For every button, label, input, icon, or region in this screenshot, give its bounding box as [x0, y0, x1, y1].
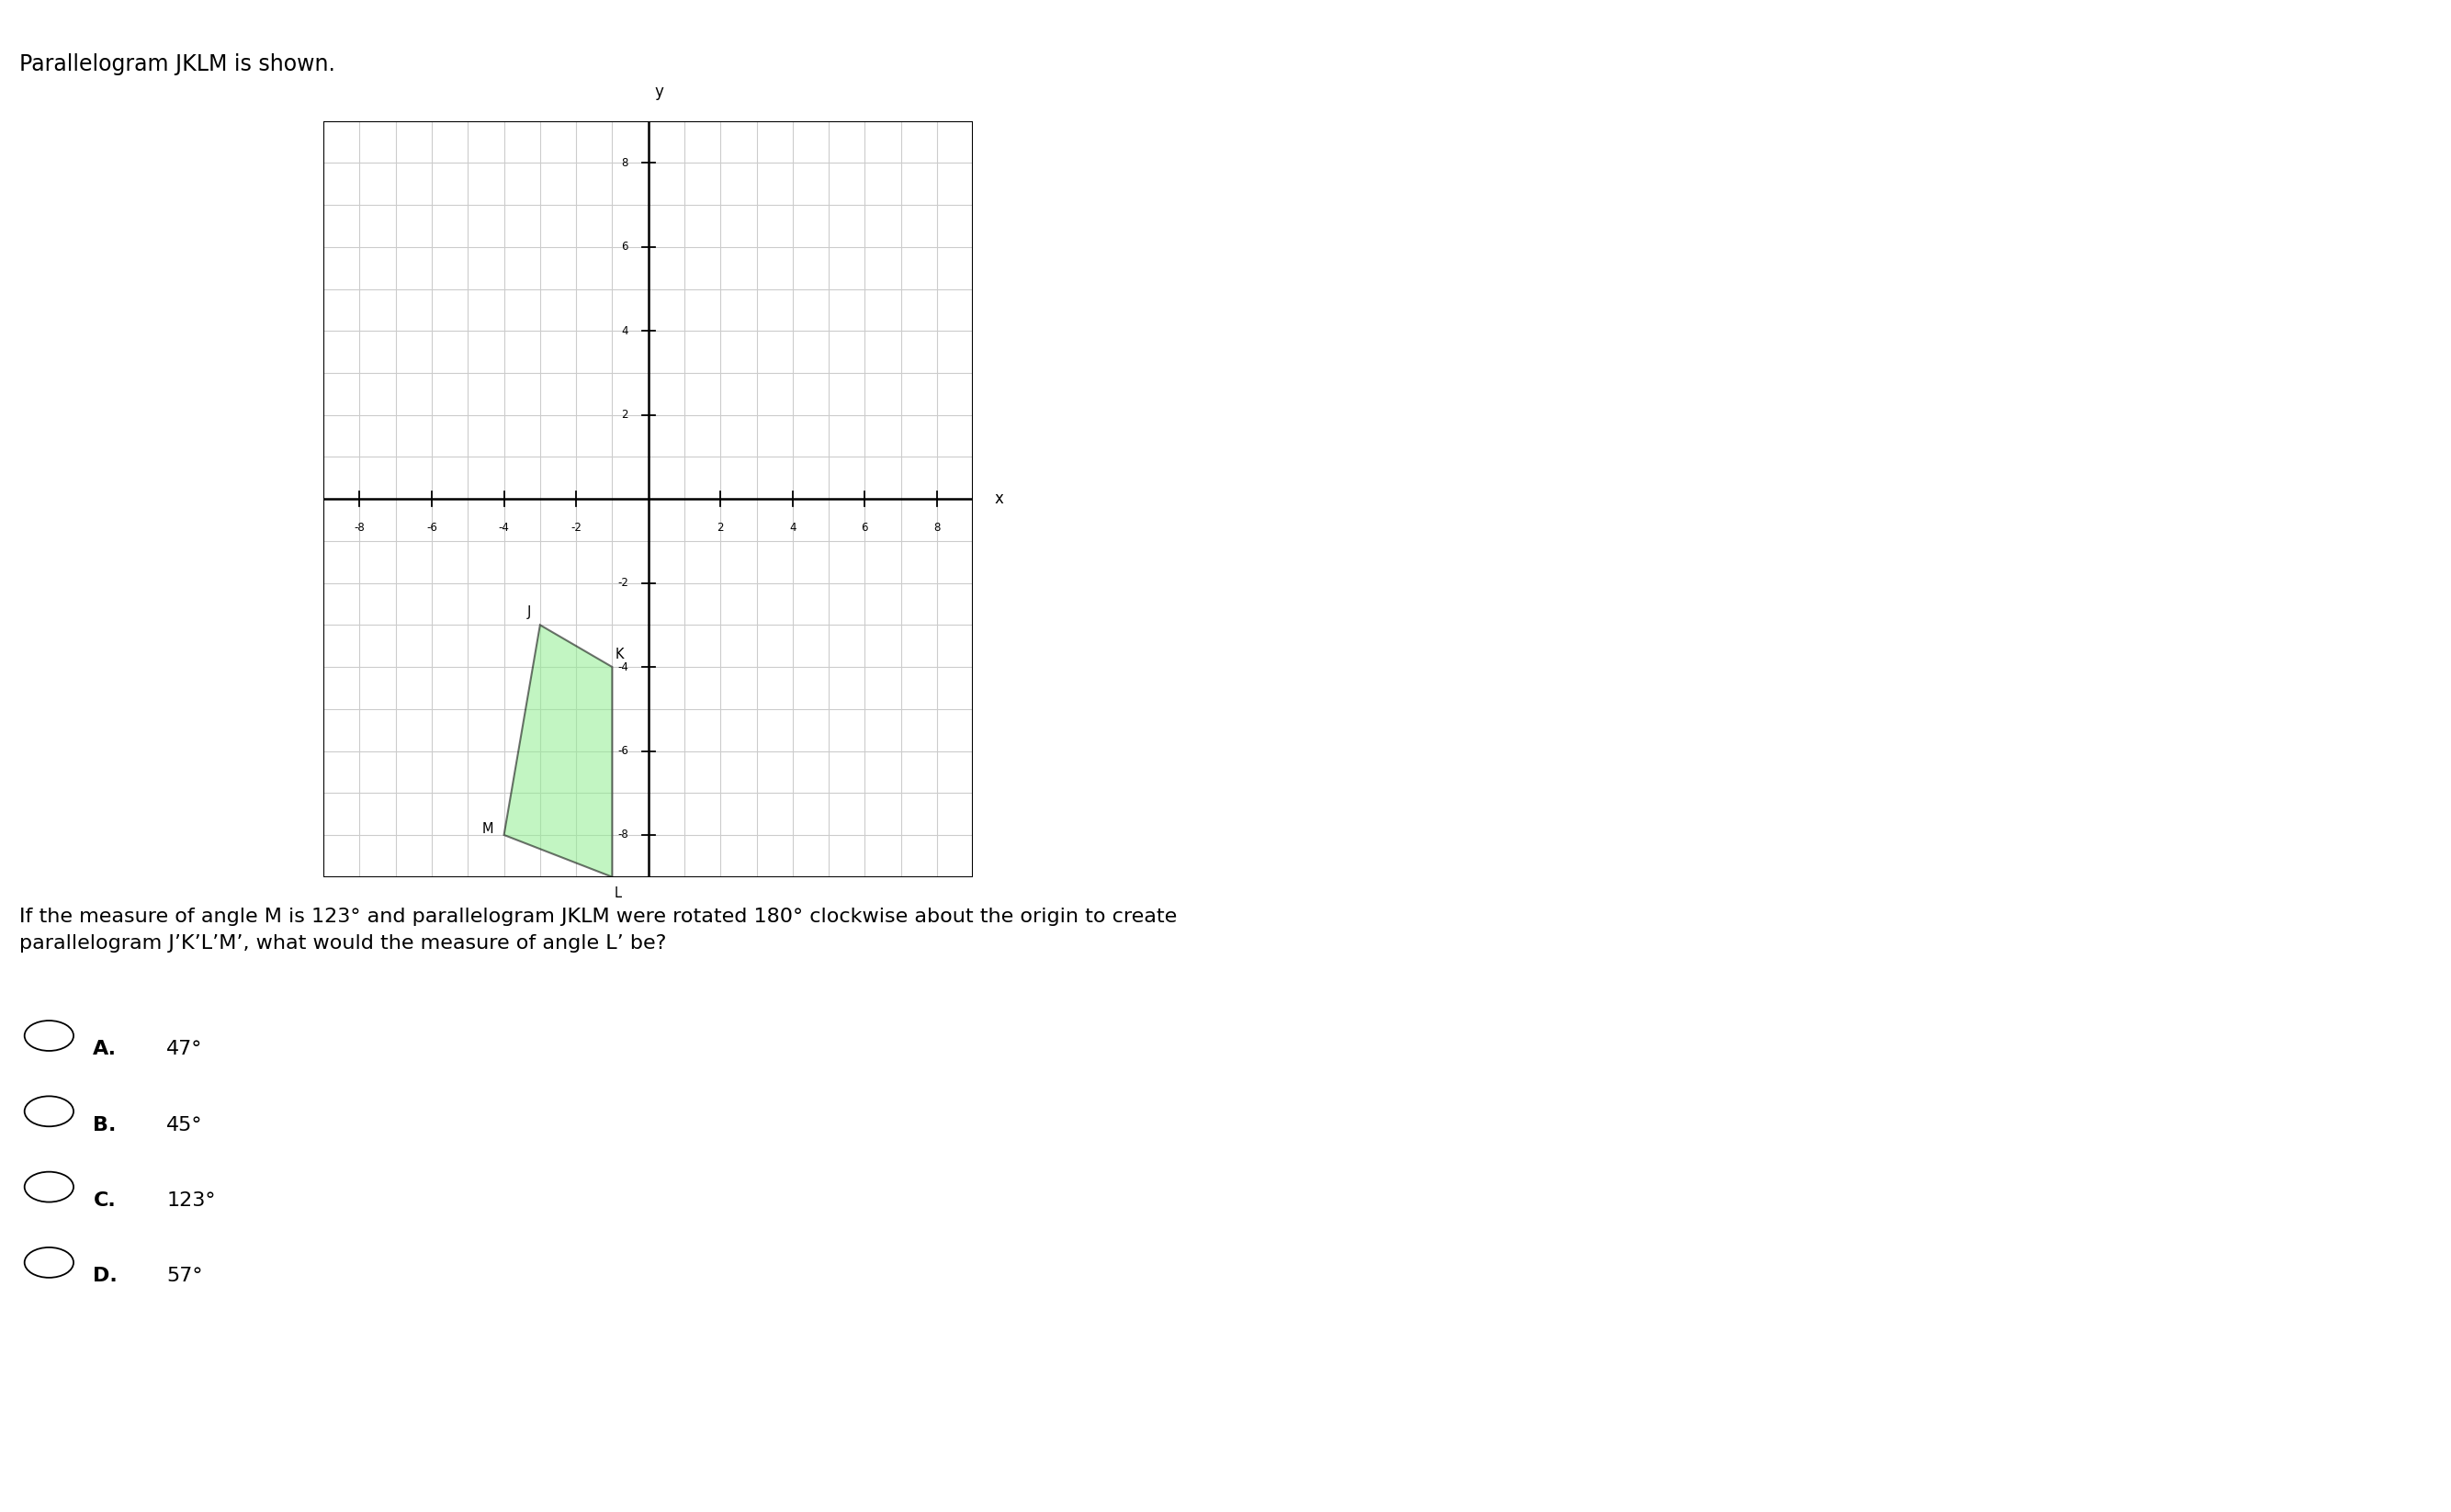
Text: 45°: 45° [167, 1116, 203, 1134]
Text: 123°: 123° [167, 1191, 216, 1210]
Text: A.: A. [93, 1040, 118, 1058]
Text: -6: -6 [618, 745, 627, 758]
Text: -8: -8 [618, 829, 627, 841]
Polygon shape [505, 624, 613, 877]
Text: x: x [995, 491, 1005, 507]
Text: C.: C. [93, 1191, 115, 1210]
Text: 6: 6 [623, 240, 627, 253]
Text: -2: -2 [618, 578, 627, 590]
Text: -2: -2 [571, 522, 581, 534]
Text: 47°: 47° [167, 1040, 203, 1058]
Text: -4: -4 [618, 661, 627, 673]
Text: K: K [615, 647, 625, 661]
Text: 4: 4 [623, 325, 627, 337]
Text: J: J [527, 605, 532, 620]
Text: L: L [613, 888, 620, 901]
Text: 2: 2 [718, 522, 723, 534]
Text: -4: -4 [498, 522, 510, 534]
Text: 4: 4 [789, 522, 797, 534]
Text: D.: D. [93, 1267, 118, 1285]
Text: B.: B. [93, 1116, 118, 1134]
Text: 57°: 57° [167, 1267, 203, 1285]
Text: 2: 2 [623, 408, 627, 420]
Text: -8: -8 [355, 522, 365, 534]
Text: y: y [654, 83, 664, 100]
Text: -6: -6 [426, 522, 436, 534]
Text: 6: 6 [860, 522, 868, 534]
Text: 8: 8 [934, 522, 941, 534]
Text: If the measure of angle M is 123° and parallelogram JKLM were rotated 180° clock: If the measure of angle M is 123° and pa… [20, 907, 1176, 953]
Text: Parallelogram JKLM is shown.: Parallelogram JKLM is shown. [20, 53, 336, 76]
Text: M: M [483, 821, 493, 836]
Text: 8: 8 [623, 157, 627, 169]
